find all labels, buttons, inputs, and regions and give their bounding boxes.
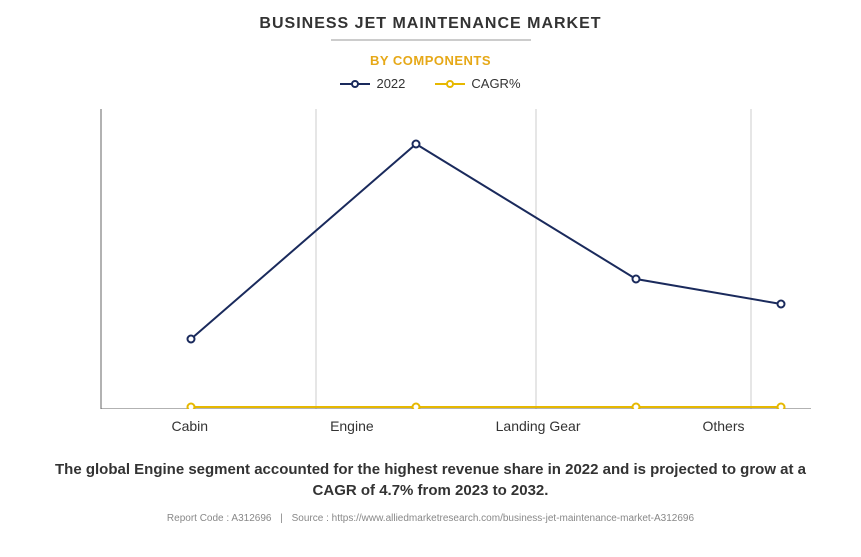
legend-line-cagr — [435, 83, 465, 85]
chart-svg — [51, 109, 811, 409]
footer: Report Code : A312696 | Source : https:/… — [167, 513, 694, 524]
footer-separator: | — [280, 513, 283, 524]
legend-marker-cagr — [446, 80, 454, 88]
legend: 2022 CAGR% — [340, 76, 520, 91]
legend-label-2022: 2022 — [376, 76, 405, 91]
x-label-engine: Engine — [330, 418, 374, 434]
x-axis-labels: Cabin Engine Landing Gear Others — [51, 418, 811, 434]
legend-marker-2022 — [351, 80, 359, 88]
legend-item-2022: 2022 — [340, 76, 405, 91]
source-url: https://www.alliedmarketresearch.com/bus… — [332, 513, 694, 524]
report-code-label: Report Code : — [167, 513, 229, 524]
title-underline — [331, 39, 531, 41]
report-code-value: A312696 — [231, 513, 271, 524]
chart-caption: The global Engine segment accounted for … — [41, 459, 821, 501]
legend-item-cagr: CAGR% — [435, 76, 520, 91]
x-label-others: Others — [702, 418, 744, 434]
line-chart: Cabin Engine Landing Gear Others — [51, 109, 811, 409]
source-label: Source : — [292, 513, 329, 524]
legend-label-cagr: CAGR% — [471, 76, 520, 91]
legend-line-2022 — [340, 83, 370, 85]
chart-subtitle: BY COMPONENTS — [370, 53, 491, 68]
x-label-cabin: Cabin — [171, 418, 208, 434]
x-label-landing-gear: Landing Gear — [496, 418, 581, 434]
chart-title: BUSINESS JET MAINTENANCE MARKET — [259, 15, 601, 33]
